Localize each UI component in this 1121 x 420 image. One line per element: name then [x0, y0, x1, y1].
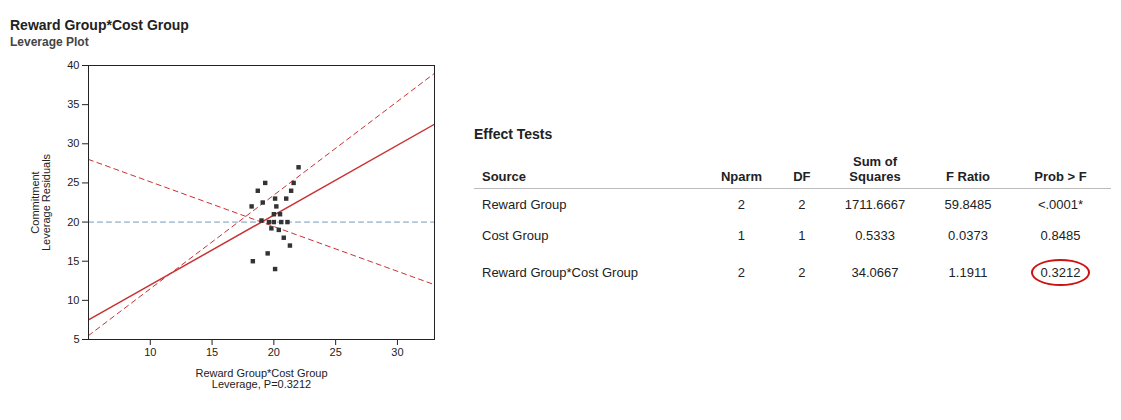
svg-text:15: 15 — [206, 346, 218, 358]
html-text:1.1911: 1.1911 — [948, 265, 988, 280]
svg-text:15: 15 — [67, 255, 79, 267]
svg-text:5: 5 — [73, 333, 79, 345]
svg-text:35: 35 — [67, 98, 79, 110]
html-text:0.5333: 0.5333 — [855, 228, 895, 243]
html-text:1: 1 — [737, 228, 746, 243]
html-text:Reward Group: Reward Group — [482, 197, 567, 212]
html-text:Reward Group*Cost Group: Reward Group*Cost Group — [10, 17, 189, 33]
html-text:2: 2 — [798, 265, 806, 280]
svg-text:CommitmentLeverage Residuals: CommitmentLeverage Residuals — [29, 153, 52, 251]
html-text:Cost Group: Cost Group — [482, 228, 549, 243]
html-text:F Ratio: F Ratio — [946, 169, 990, 184]
html-text:59.8485: 59.8485 — [944, 197, 992, 212]
html-text:Leverage Plot: Leverage Plot — [10, 35, 89, 49]
svg-text:20: 20 — [67, 216, 79, 228]
svg-text:10: 10 — [67, 294, 79, 306]
html-text:0.8485: 0.8485 — [1040, 228, 1081, 243]
svg-text:10: 10 — [144, 346, 156, 358]
html-text:Effect Tests: Effect Tests — [474, 126, 553, 142]
html-text:Sum of: Sum of — [853, 154, 897, 169]
html-text:<.0001*: <.0001* — [1037, 197, 1084, 212]
html-text:Source: Source — [482, 169, 527, 184]
html-text:DF: DF — [793, 169, 811, 184]
html-text:1711.6667: 1711.6667 — [844, 197, 906, 212]
svg-text:25: 25 — [67, 176, 79, 188]
html-text:0.0373: 0.0373 — [948, 228, 988, 243]
html-text:1: 1 — [798, 228, 806, 243]
html-text:Reward Group*Cost Group: Reward Group*Cost Group — [482, 265, 639, 280]
svg-text:20: 20 — [268, 346, 280, 358]
svg-text:40: 40 — [67, 59, 79, 71]
html-text:Nparm: Nparm — [720, 169, 763, 184]
svg-text:Reward Group*Cost GroupLeverag: Reward Group*Cost GroupLeverage, P=0.321… — [195, 367, 327, 390]
html-text:2: 2 — [737, 197, 746, 212]
html-text:2: 2 — [798, 197, 806, 212]
html-text:Prob > F: Prob > F — [1034, 169, 1087, 184]
html-text:Squares: Squares — [849, 169, 901, 184]
html-text:2: 2 — [737, 265, 746, 280]
svg-text:30: 30 — [391, 346, 403, 358]
svg-text:30: 30 — [67, 137, 79, 149]
html-text:34.0667: 34.0667 — [851, 265, 899, 280]
svg-text:25: 25 — [330, 346, 342, 358]
html-text:0.3212: 0.3212 — [1040, 265, 1081, 280]
